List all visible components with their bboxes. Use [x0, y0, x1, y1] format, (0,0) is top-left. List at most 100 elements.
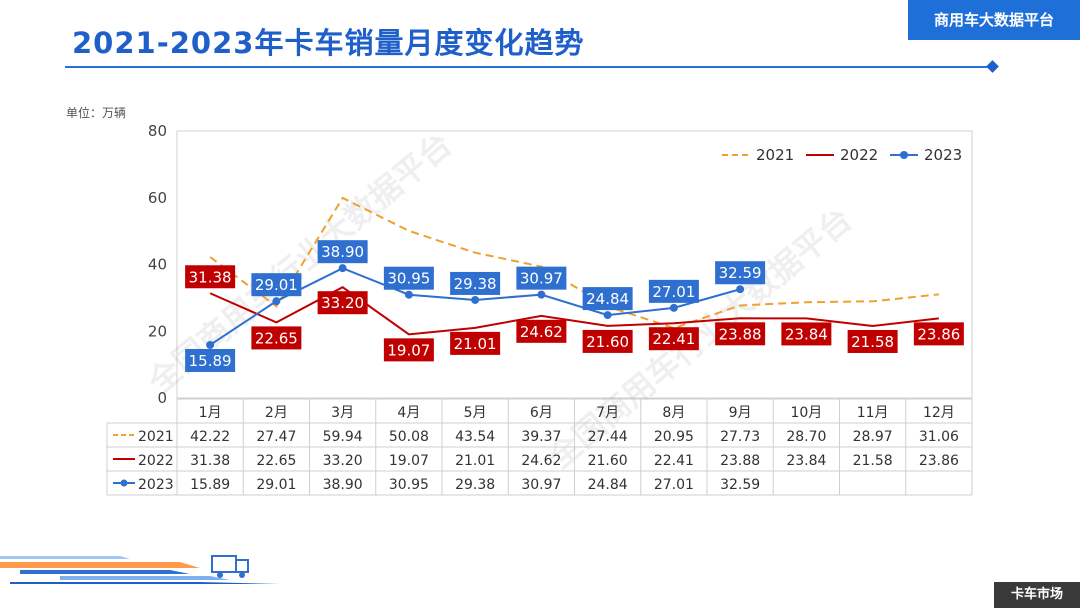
table-cell: 32.59	[720, 477, 760, 493]
table-cell: 23.88	[720, 453, 760, 469]
data-label-2022: 23.86	[917, 325, 960, 343]
x-tick-label: 9月	[729, 405, 752, 421]
table-cell: 21.01	[455, 453, 495, 469]
table-cell: 29.01	[256, 477, 296, 493]
table-cell: 21.58	[853, 453, 893, 469]
data-label-box-2022	[317, 291, 368, 315]
data-point-2023	[206, 340, 215, 349]
table-cell: 50.08	[389, 429, 429, 445]
table-cell: 27.01	[654, 477, 694, 493]
data-label-box-2022	[383, 338, 434, 362]
table-cell: 30.95	[389, 477, 429, 493]
data-label-box-2022	[913, 322, 964, 346]
data-label-2023: 24.84	[586, 290, 629, 308]
table-cell: 15.89	[190, 477, 230, 493]
truck-decoration-icon	[0, 555, 280, 584]
plot-area	[176, 130, 973, 399]
table-cell: 43.54	[455, 429, 495, 445]
legend-marker-2023	[900, 151, 908, 159]
legend-label: 2021	[756, 146, 794, 164]
data-label-box-2023	[185, 348, 236, 372]
x-tick-label: 3月	[331, 405, 354, 421]
data-label-box-2022	[648, 327, 699, 351]
x-tick-label: 10月	[790, 405, 822, 421]
data-label-box-2023	[251, 273, 302, 297]
data-label-2022: 23.88	[719, 325, 762, 343]
data-point-2023	[272, 297, 281, 306]
data-label-box-2022	[715, 322, 766, 346]
x-tick-label: 6月	[530, 405, 553, 421]
data-point-2023	[404, 290, 413, 299]
table-cell: 24.84	[588, 477, 628, 493]
data-label-2023: 38.90	[321, 243, 364, 261]
data-label-box-2022	[251, 326, 302, 350]
data-point-2023	[537, 290, 546, 299]
x-tick-label: 7月	[596, 405, 619, 421]
data-point-2023	[338, 264, 347, 273]
page-title: 2021-2023年卡车销量月度变化趋势	[72, 26, 585, 60]
data-label-2022: 24.62	[520, 323, 563, 341]
data-label-box-2023	[383, 266, 434, 290]
data-label-2022: 21.01	[454, 335, 497, 353]
data-label-box-2023	[648, 279, 699, 303]
data-point-2023	[669, 303, 678, 312]
series-line-2021	[209, 196, 939, 330]
unit-label: 单位：万辆	[66, 106, 127, 120]
table-cell: 29.38	[455, 477, 495, 493]
y-tick-label: 40	[148, 256, 167, 274]
data-label-2022: 31.38	[189, 268, 232, 286]
data-label-2022: 21.58	[851, 333, 894, 351]
table-cell: 59.94	[323, 429, 363, 445]
table-cell: 27.47	[256, 429, 296, 445]
table-cell: 39.37	[521, 429, 561, 445]
table-cell: 27.73	[720, 429, 760, 445]
y-tick-label: 60	[148, 189, 167, 207]
table-cell: 20.95	[654, 429, 694, 445]
table-cell: 23.84	[786, 453, 826, 469]
table-cell: 22.65	[256, 453, 296, 469]
data-label-2023: 29.01	[255, 276, 298, 294]
table-series-name: 2022	[138, 453, 174, 469]
data-point-2023	[471, 295, 480, 304]
data-label-box-2022	[582, 329, 633, 353]
table-cell: 19.07	[389, 453, 429, 469]
x-tick-label: 11月	[857, 405, 889, 421]
table-series-name: 2021	[138, 429, 174, 445]
data-label-2023: 15.89	[189, 352, 232, 370]
data-label-2023: 29.38	[454, 275, 497, 293]
data-point-2023	[736, 285, 745, 294]
data-label-2023: 30.97	[520, 270, 563, 288]
data-label-2023: 30.95	[387, 270, 430, 288]
data-label-box-2023	[715, 261, 766, 285]
x-tick-label: 12月	[923, 405, 955, 421]
table-cell: 30.97	[521, 477, 561, 493]
data-label-2022: 22.41	[652, 330, 695, 348]
table-cell: 27.44	[588, 429, 628, 445]
table-cell: 22.41	[654, 453, 694, 469]
table-legend-marker-2023	[120, 479, 128, 487]
data-label-box-2022	[185, 265, 236, 289]
table-cell: 28.70	[786, 429, 826, 445]
table-cell: 38.90	[323, 477, 363, 493]
x-tick-label: 4月	[397, 405, 420, 421]
table-cell: 21.60	[588, 453, 628, 469]
title-underline	[65, 66, 993, 68]
table-cell: 24.62	[521, 453, 561, 469]
x-tick-label: 2月	[265, 405, 288, 421]
table-cell: 28.97	[853, 429, 893, 445]
table-cell: 33.20	[323, 453, 363, 469]
table-series-name: 2023	[138, 477, 174, 493]
table-cell: 42.22	[190, 429, 230, 445]
y-tick-label: 20	[148, 322, 167, 340]
data-label-box-2022	[450, 331, 501, 355]
footer-tag: 卡车市场	[994, 582, 1080, 608]
data-label-2023: 32.59	[719, 264, 762, 282]
x-tick-label: 8月	[662, 405, 685, 421]
table-cell: 31.38	[190, 453, 230, 469]
data-label-2022: 33.20	[321, 294, 364, 312]
data-label-2022: 21.60	[586, 333, 629, 351]
table-cell: 23.86	[919, 453, 959, 469]
data-label-box-2022	[781, 322, 832, 346]
data-point-2023	[603, 311, 612, 320]
